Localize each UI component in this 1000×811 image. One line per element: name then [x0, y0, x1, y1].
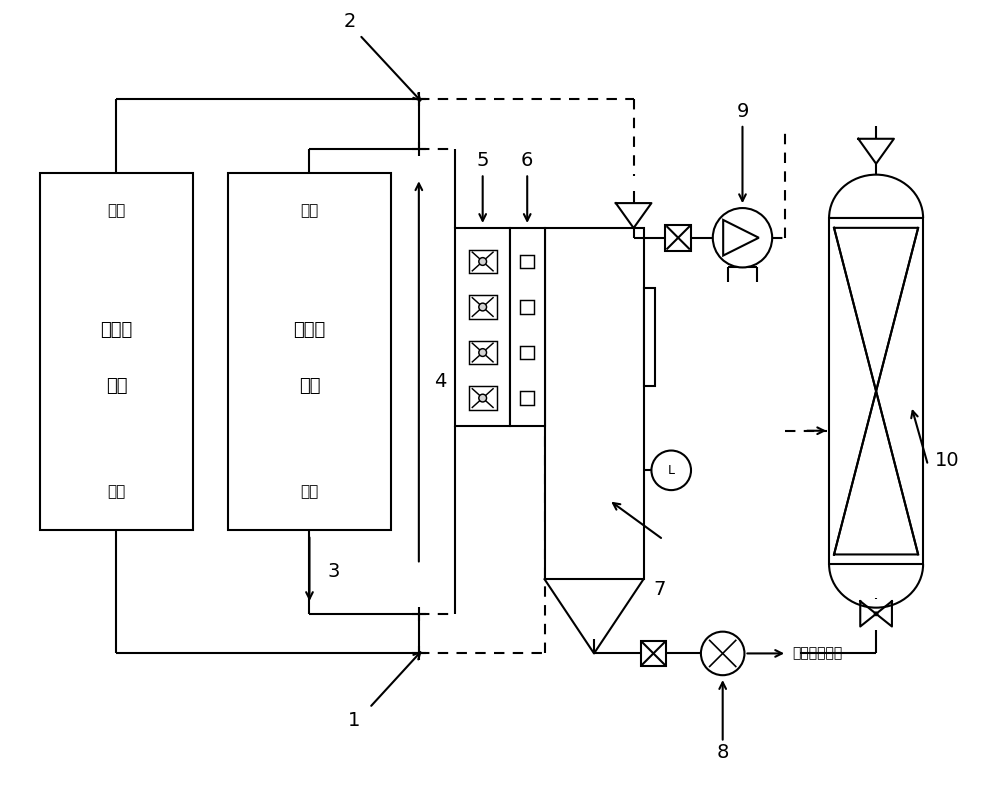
Bar: [829, 218, 923, 564]
Text: 8: 8: [717, 743, 729, 762]
Bar: [469, 295, 497, 319]
Text: 凝汽器: 凝汽器: [293, 321, 326, 339]
Bar: [644, 288, 655, 386]
Text: 出口: 出口: [300, 204, 319, 218]
Text: 7: 7: [653, 580, 666, 599]
Bar: [469, 250, 497, 273]
Bar: [469, 341, 497, 364]
Text: L: L: [668, 464, 675, 477]
Bar: [641, 641, 666, 667]
Text: 入口: 入口: [300, 485, 319, 500]
Text: 5: 5: [476, 151, 489, 170]
Text: 乙侧: 乙侧: [299, 377, 320, 395]
Bar: [520, 255, 534, 268]
Text: 4: 4: [434, 371, 446, 391]
Circle shape: [479, 303, 487, 311]
Text: 9: 9: [736, 101, 749, 121]
Text: 2: 2: [343, 12, 356, 32]
Bar: [545, 228, 644, 579]
Bar: [228, 174, 391, 530]
Text: 3: 3: [327, 562, 340, 581]
Text: 入口: 入口: [107, 485, 126, 500]
Bar: [469, 386, 497, 410]
Circle shape: [479, 258, 487, 265]
Text: 1: 1: [348, 711, 361, 730]
Text: 甲侧: 甲侧: [106, 377, 127, 395]
Circle shape: [479, 394, 487, 402]
Text: 出口: 出口: [107, 204, 126, 218]
Text: 10: 10: [935, 451, 960, 470]
Bar: [665, 225, 691, 251]
Circle shape: [701, 632, 744, 676]
Text: 凝汽器: 凝汽器: [100, 321, 133, 339]
Circle shape: [479, 349, 487, 356]
Bar: [455, 228, 510, 426]
Circle shape: [651, 451, 691, 490]
Text: 去清洗泵入口: 去清洗泵入口: [792, 646, 842, 660]
Text: 6: 6: [521, 151, 533, 170]
Bar: [520, 391, 534, 405]
Bar: [40, 174, 193, 530]
Circle shape: [874, 612, 878, 616]
Bar: [520, 345, 534, 359]
Circle shape: [713, 208, 772, 268]
Bar: [520, 300, 534, 314]
Bar: [510, 228, 545, 426]
